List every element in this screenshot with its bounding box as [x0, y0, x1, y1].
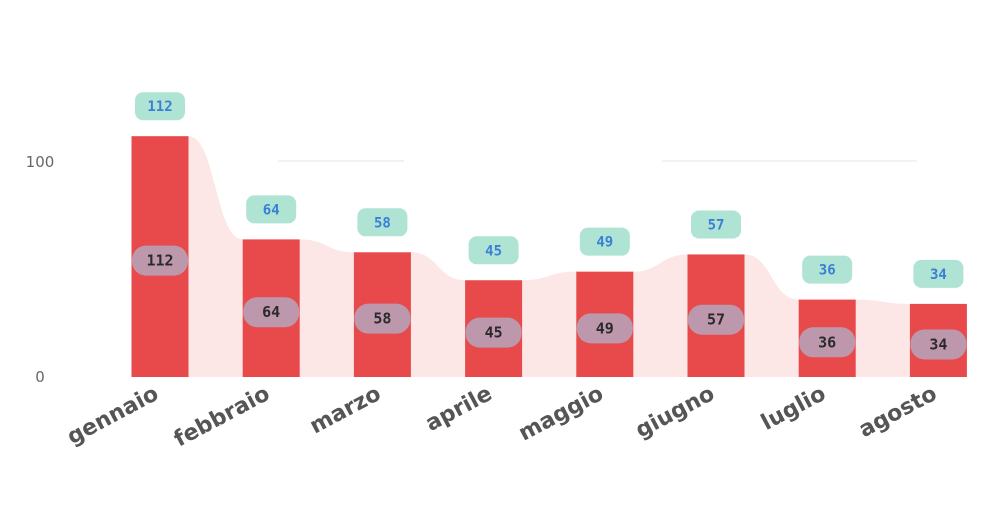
inside-value-label: 34: [929, 335, 947, 353]
top-value-label: 36: [819, 263, 836, 279]
x-tick-label: giugno: [632, 381, 719, 443]
inside-label-bg: [910, 329, 967, 360]
x-tick-label: aprile: [422, 381, 497, 437]
inside-label-bg: [243, 297, 300, 328]
inside-label-bg: [688, 304, 744, 335]
x-tick-label: marzo: [306, 381, 385, 439]
y-tick-label: 100: [26, 153, 55, 171]
top-value-label: 112: [147, 99, 172, 115]
top-label-bg: [357, 208, 408, 237]
x-tick-label: agosto: [855, 381, 941, 443]
top-value-label: 49: [596, 235, 613, 251]
inside-label-bg: [354, 303, 411, 334]
top-label-bg: [468, 236, 519, 265]
y-axis: 0 100: [26, 153, 55, 386]
top-label-bg: [802, 255, 853, 284]
top-value-label: 58: [374, 215, 391, 231]
inside-label-bg: [132, 245, 188, 276]
inside-value-label: 112: [146, 252, 173, 270]
inside-value-label: 58: [373, 310, 391, 328]
top-label-bg: [246, 195, 297, 224]
inside-value-label: 49: [596, 319, 614, 337]
inside-value-label: 57: [707, 311, 725, 329]
inside-value-label: 64: [262, 303, 280, 321]
top-label-bg: [135, 92, 185, 121]
inside-label-bg: [799, 327, 856, 358]
inside-label-bg: [576, 313, 633, 344]
top-value-label: 34: [930, 267, 947, 283]
top-label-bg: [913, 259, 964, 288]
inside-value-label: 45: [485, 324, 503, 342]
top-value-label: 45: [485, 243, 502, 259]
x-tick-label: febbraio: [170, 381, 274, 452]
inside-value-label: 36: [818, 333, 836, 351]
x-tick-label: luglio: [757, 381, 830, 436]
trend-area-layer: [131, 136, 967, 377]
y-tick-label: 0: [35, 368, 45, 386]
inside-label-bg: [465, 317, 522, 348]
trend-area: [131, 136, 967, 377]
x-axis: gennaio febbraio marzo aprile maggio giugno lu…: [63, 381, 941, 452]
x-tick-label: gennaio: [63, 381, 163, 450]
top-label-bg: [579, 227, 630, 256]
x-tick-label: maggio: [515, 381, 608, 446]
inside-labels-layer: 112 64 58 45 49 57 36 34: [132, 245, 967, 360]
top-value-label: 57: [708, 217, 725, 233]
top-labels-layer: 112 64 58 45 49 57 36 34: [135, 92, 964, 288]
top-label-bg: [691, 210, 741, 239]
top-value-label: 64: [263, 202, 280, 218]
